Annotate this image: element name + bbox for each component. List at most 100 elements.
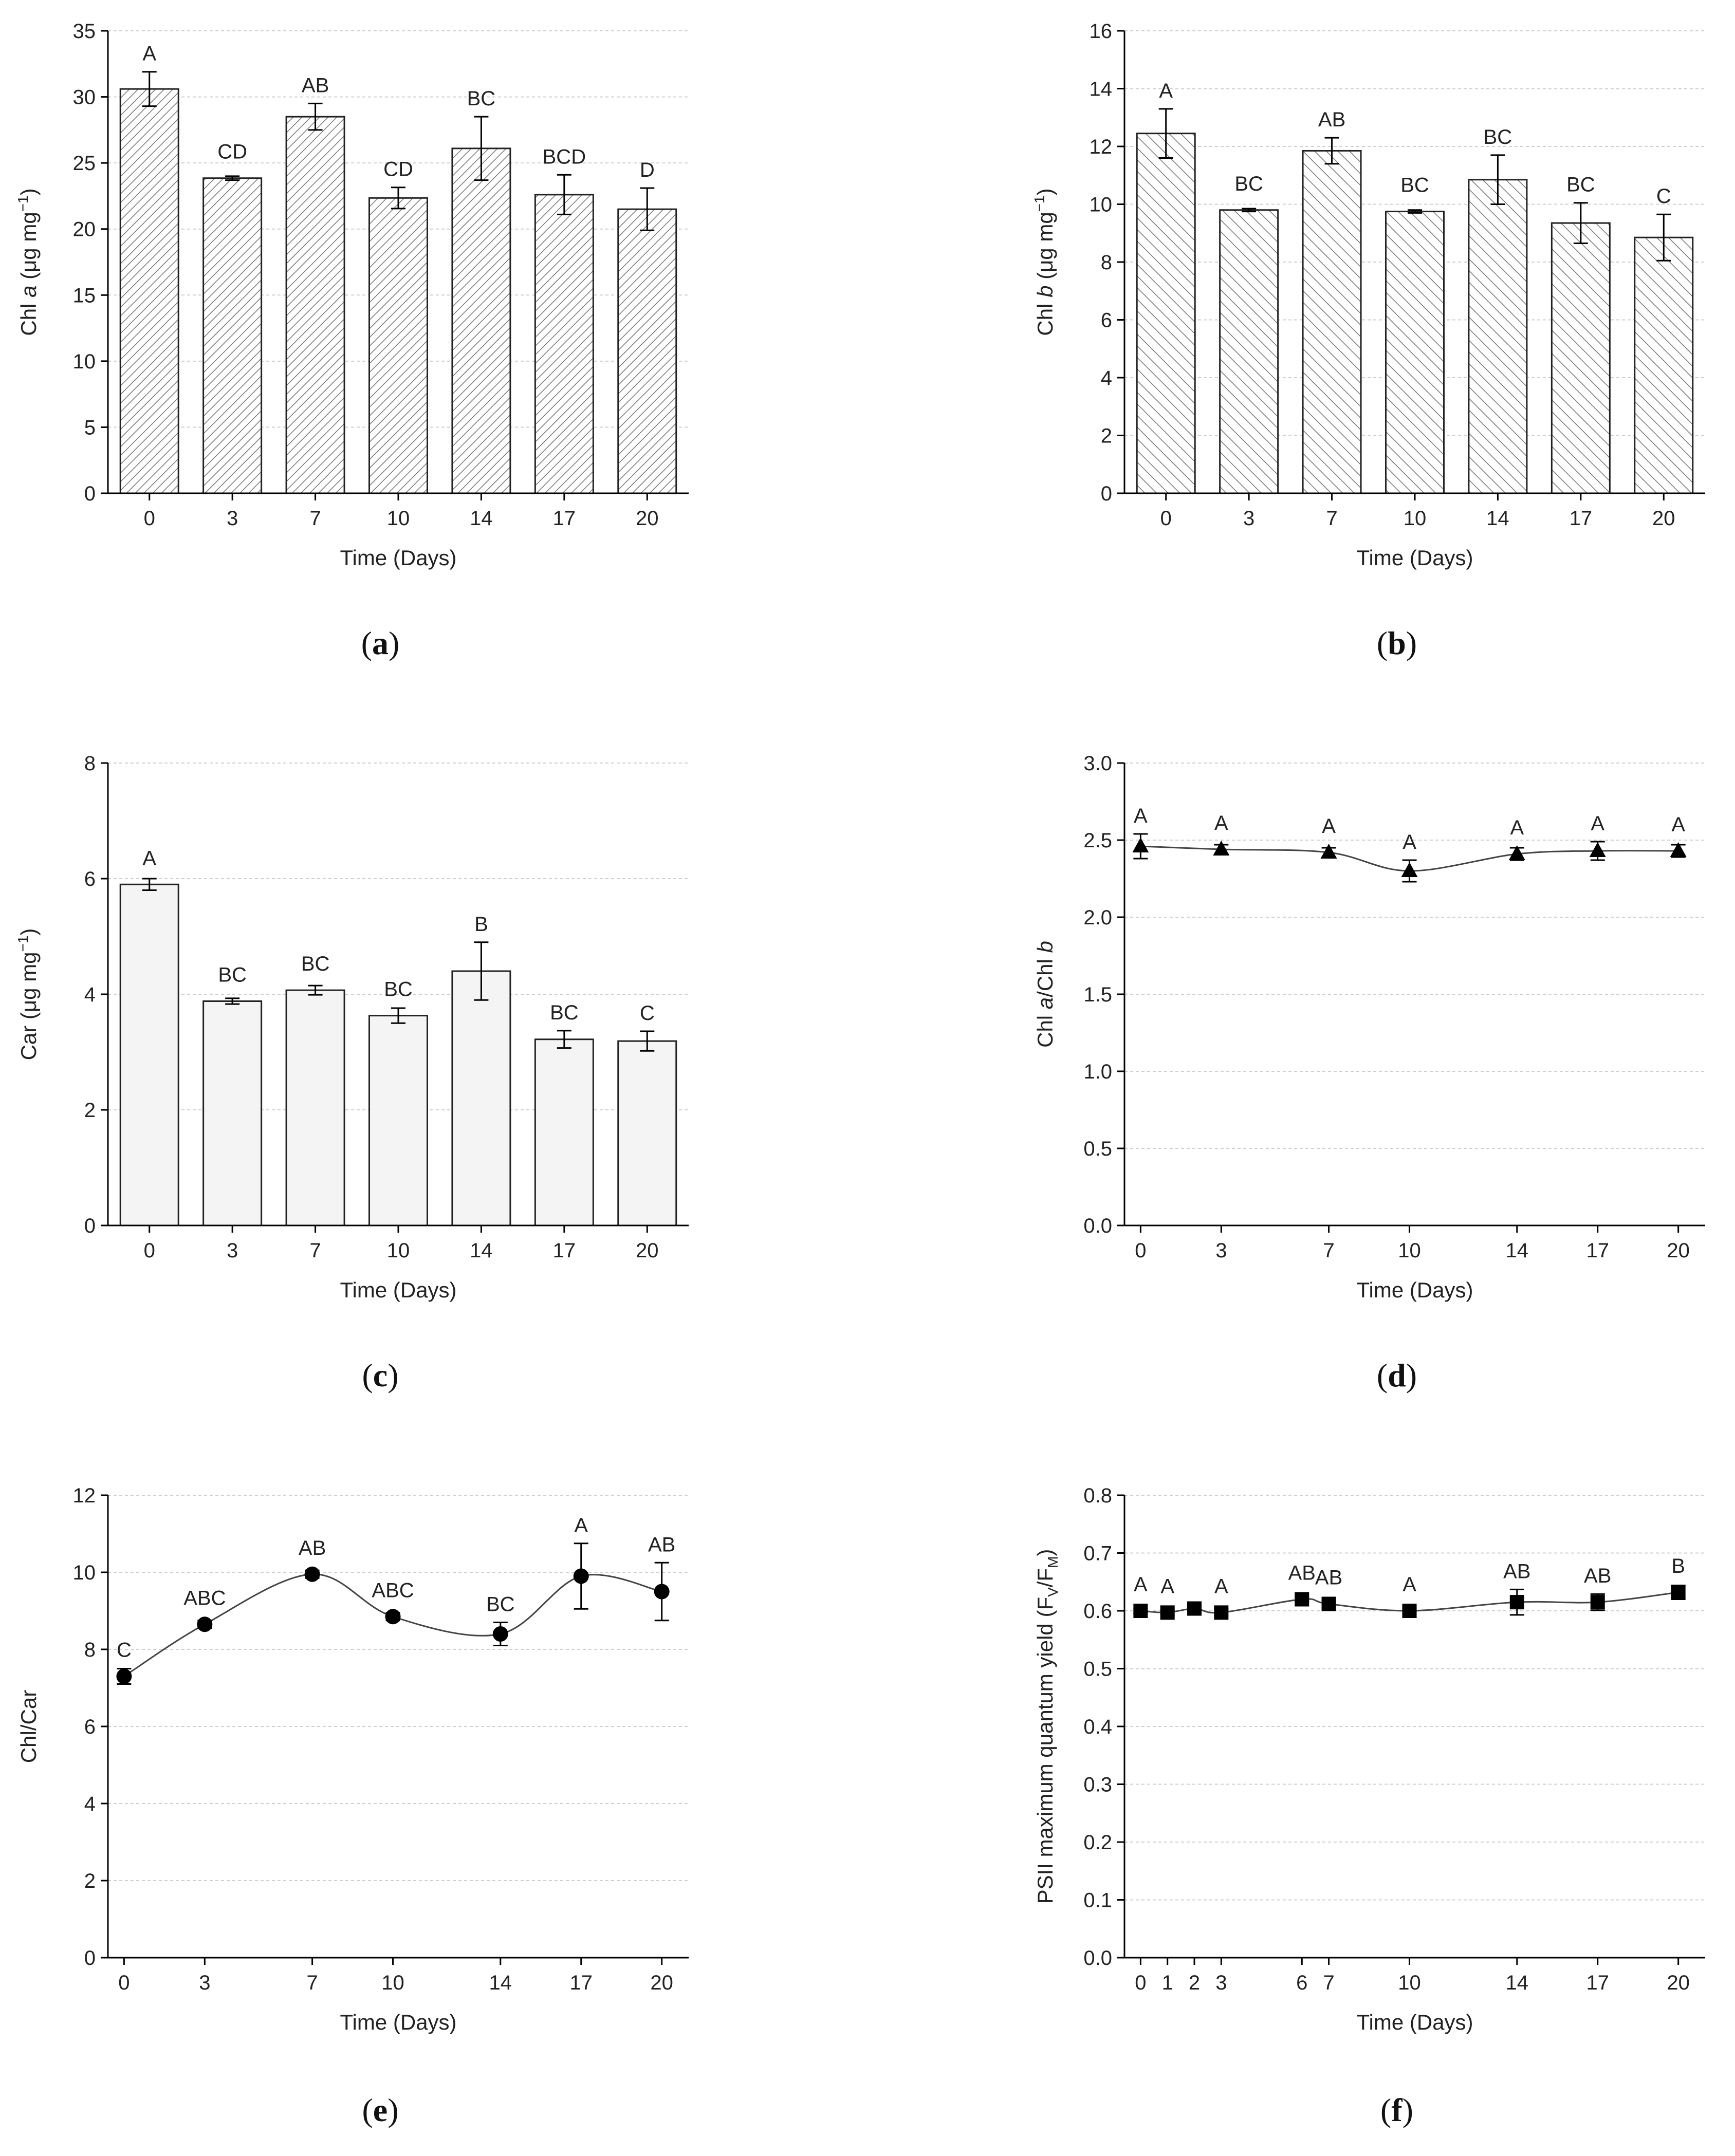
- y-tick-label: 0.3: [1083, 1774, 1112, 1796]
- x-tick-label: 2: [1189, 1972, 1200, 1994]
- y-tick-label: 0: [84, 482, 96, 505]
- x-tick-label: 0: [1160, 507, 1172, 530]
- y-tick-label: 3.0: [1083, 752, 1112, 775]
- x-tick-label: 7: [309, 1239, 321, 1262]
- caption-b: (b): [1376, 625, 1417, 661]
- y-tick-label: 14: [1090, 78, 1113, 101]
- chart-panel-a: 0 5 10 15 20 25 30 35 0 3 7 10 14 17 20 A CD AB CD BC BCD D Ti…: [15, 20, 689, 570]
- significance-label: BC: [384, 978, 413, 1001]
- bar: [1219, 209, 1279, 494]
- bar: [1302, 150, 1362, 494]
- x-tick-label: 0: [1135, 1972, 1146, 1994]
- data-point: [1402, 1604, 1417, 1618]
- y-tick-label: 0: [1101, 482, 1112, 505]
- x-axis-title: Time (Days): [1356, 546, 1473, 570]
- significance-label: C: [1656, 185, 1671, 208]
- data-point: [1589, 842, 1606, 857]
- x-tick-label: 17: [553, 1239, 576, 1262]
- x-tick-label: 7: [309, 507, 321, 530]
- data-point: [1671, 1585, 1686, 1600]
- data-point: [1214, 1605, 1229, 1620]
- x-tick-label: 20: [636, 1239, 659, 1262]
- x-tick-label: 3: [227, 507, 238, 530]
- bar: [202, 177, 263, 494]
- x-tick-label: 14: [1486, 507, 1509, 530]
- x-axis-title: Time (Days): [1356, 1278, 1473, 1302]
- caption-a: (a): [361, 625, 400, 661]
- y-axis-title: Chl/Car: [16, 1690, 41, 1763]
- x-tick-label: 20: [1652, 507, 1675, 530]
- x-tick-label: 10: [381, 1972, 404, 1994]
- y-tick-label: 2: [84, 1870, 96, 1892]
- x-tick-label: 17: [1570, 507, 1593, 530]
- significance-label: ABC: [183, 1587, 226, 1609]
- data-point: [573, 1568, 589, 1584]
- data-point: [1133, 1604, 1148, 1618]
- bar: [285, 989, 345, 1226]
- significance-label: AB: [1318, 108, 1345, 131]
- data-point: [1670, 842, 1687, 857]
- data-point: [385, 1609, 401, 1625]
- x-axis-title: Time (Days): [1356, 2010, 1473, 2034]
- bar: [202, 1000, 263, 1226]
- x-tick-label: 20: [650, 1972, 673, 1994]
- data-point: [1321, 1596, 1336, 1611]
- data-point: [1508, 845, 1525, 860]
- y-tick-label: 15: [73, 284, 96, 307]
- y-tick-label: 0.5: [1083, 1658, 1112, 1681]
- significance-label: AB: [299, 1537, 326, 1559]
- significance-label: A: [1159, 80, 1173, 102]
- significance-label: A: [1671, 813, 1685, 836]
- significance-label: BCD: [543, 145, 586, 168]
- x-tick-label: 10: [387, 1239, 410, 1262]
- significance-label: AB: [648, 1533, 675, 1556]
- x-axis-title: Time (Days): [340, 1278, 456, 1302]
- y-tick-label: 6: [84, 1716, 96, 1738]
- bar: [617, 1040, 677, 1226]
- x-tick-label: 1: [1162, 1972, 1173, 1994]
- y-tick-label: 4: [84, 983, 96, 1006]
- bar: [285, 116, 345, 494]
- y-axis-title: PSII maximum quantum yield (FV/FM): [1033, 1549, 1061, 1904]
- significance-label: D: [640, 159, 655, 181]
- data-point: [1295, 1592, 1309, 1607]
- significance-label: A: [142, 847, 156, 869]
- data-point: [1590, 1595, 1605, 1610]
- significance-label: ABC: [372, 1579, 414, 1602]
- bar: [119, 88, 179, 494]
- data-point: [1213, 841, 1230, 856]
- y-tick-label: 4: [1101, 367, 1112, 389]
- x-tick-label: 10: [1404, 507, 1427, 530]
- bar: [1468, 179, 1528, 494]
- y-tick-label: 0.6: [1083, 1600, 1112, 1623]
- y-tick-label: 2: [84, 1099, 96, 1122]
- y-tick-label: 12: [1090, 136, 1113, 158]
- significance-label: CD: [217, 141, 247, 163]
- significance-label: A: [1214, 1575, 1228, 1597]
- significance-label: BC: [301, 953, 330, 975]
- significance-label: CD: [383, 158, 413, 181]
- y-tick-label: 0.0: [1083, 1947, 1112, 1969]
- y-tick-label: 0.2: [1083, 1831, 1112, 1854]
- significance-label: B: [1671, 1555, 1685, 1577]
- x-axis-title: Time (Days): [340, 2010, 456, 2034]
- y-tick-label: 2.0: [1083, 906, 1112, 929]
- significance-label: A: [142, 43, 156, 65]
- caption-e: (e): [362, 2092, 399, 2128]
- significance-label: A: [1402, 831, 1416, 853]
- x-tick-label: 3: [199, 1972, 210, 1994]
- y-axis-title: Chl a (μg mg−1): [15, 188, 41, 336]
- y-tick-label: 0.1: [1083, 1889, 1112, 1912]
- significance-label: BC: [467, 87, 496, 110]
- significance-label: A: [1134, 805, 1148, 827]
- y-tick-label: 8: [1101, 251, 1112, 274]
- significance-label: A: [574, 1514, 588, 1537]
- y-tick-label: 0.0: [1083, 1215, 1112, 1237]
- y-tick-label: 2.5: [1083, 829, 1112, 852]
- significance-label: BC: [218, 964, 247, 987]
- x-tick-label: 14: [1506, 1239, 1529, 1262]
- x-tick-label: 0: [1135, 1239, 1146, 1262]
- chart-panel-e: 0 2 4 6 8 10 12 0 3 7 10 14 17 20 C ABC AB ABC BC A AB Time (…: [16, 1484, 689, 2034]
- x-tick-label: 7: [1323, 1239, 1334, 1262]
